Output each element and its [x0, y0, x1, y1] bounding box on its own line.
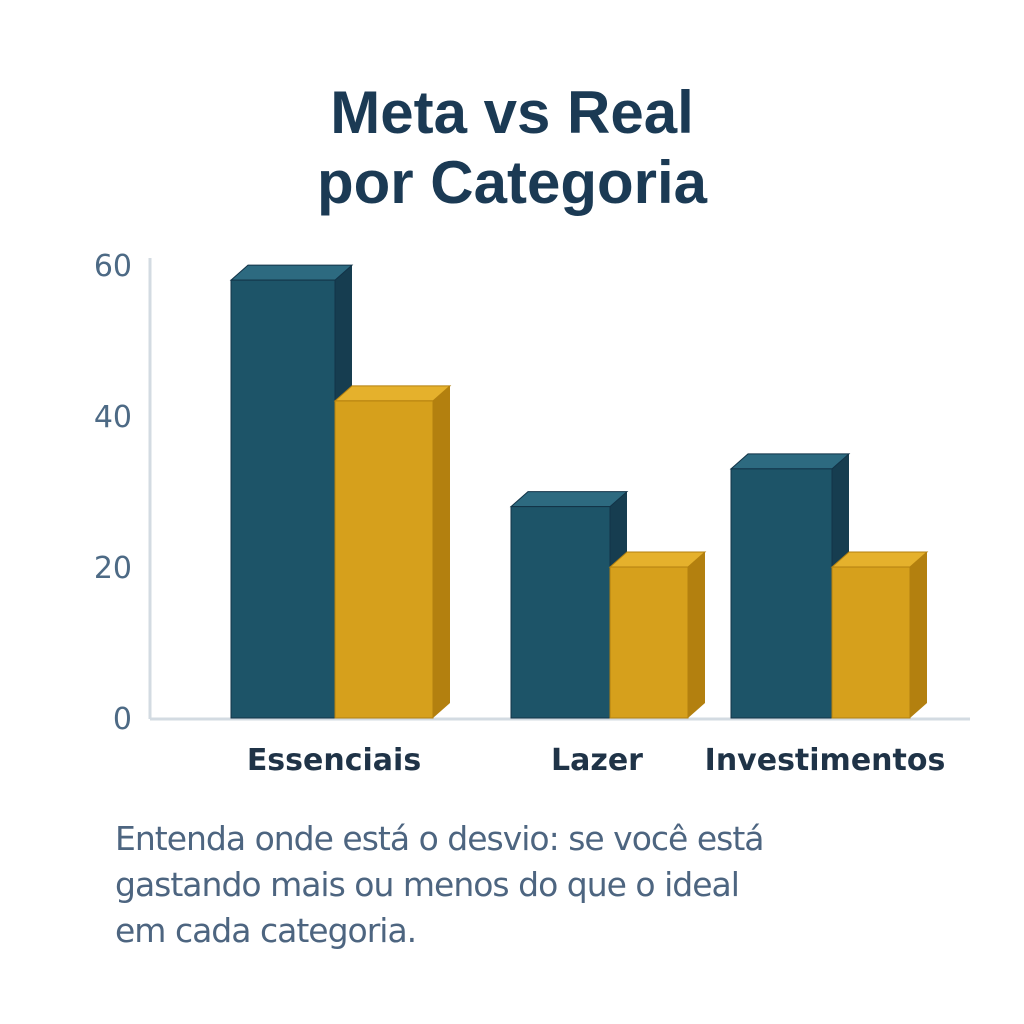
bar-front-face [230, 279, 336, 719]
x-tick-label: Lazer [551, 743, 643, 778]
bar-front-face [609, 566, 689, 719]
bar-top-face [608, 551, 707, 568]
bar-top-face [333, 385, 452, 402]
bar-front-face [510, 506, 611, 719]
bar-real-investimentos [830, 551, 929, 719]
chart-title: Meta vs Real por Categoria [0, 78, 1024, 218]
bar-front-face [831, 566, 911, 719]
bar-side-face [688, 552, 705, 718]
caption-line-2: gastando mais ou menos do que o ideal [115, 865, 740, 904]
bar-front-face [334, 400, 434, 719]
bar-top-face [229, 264, 354, 281]
bar-meta-investimentos [729, 453, 851, 719]
caption-line-1: Entenda onde está o desvio: se você está [115, 819, 765, 858]
caption: Entenda onde está o desvio: se você está… [115, 816, 835, 954]
bar-top-face [830, 551, 929, 568]
bar-top-face [509, 491, 629, 508]
x-tick-label: Investimentos [705, 743, 946, 778]
y-tick-label: 0 [113, 702, 132, 737]
bar-side-face [910, 552, 927, 718]
y-tick-label: 40 [94, 400, 132, 435]
bar-real-essenciais [333, 385, 452, 719]
bar-side-face [433, 385, 450, 718]
bar-front-face [730, 468, 833, 719]
title-line-2: por Categoria [316, 149, 708, 216]
y-tick-label: 60 [94, 249, 132, 284]
bar-meta-essenciais [229, 264, 354, 719]
bar-real-lazer [608, 551, 707, 719]
title-line-1: Meta vs Real [330, 79, 694, 146]
caption-line-3: em cada categoria. [115, 911, 417, 950]
bar-top-face [729, 453, 851, 470]
x-tick-label: Essenciais [247, 743, 421, 778]
y-tick-label: 20 [94, 551, 132, 586]
